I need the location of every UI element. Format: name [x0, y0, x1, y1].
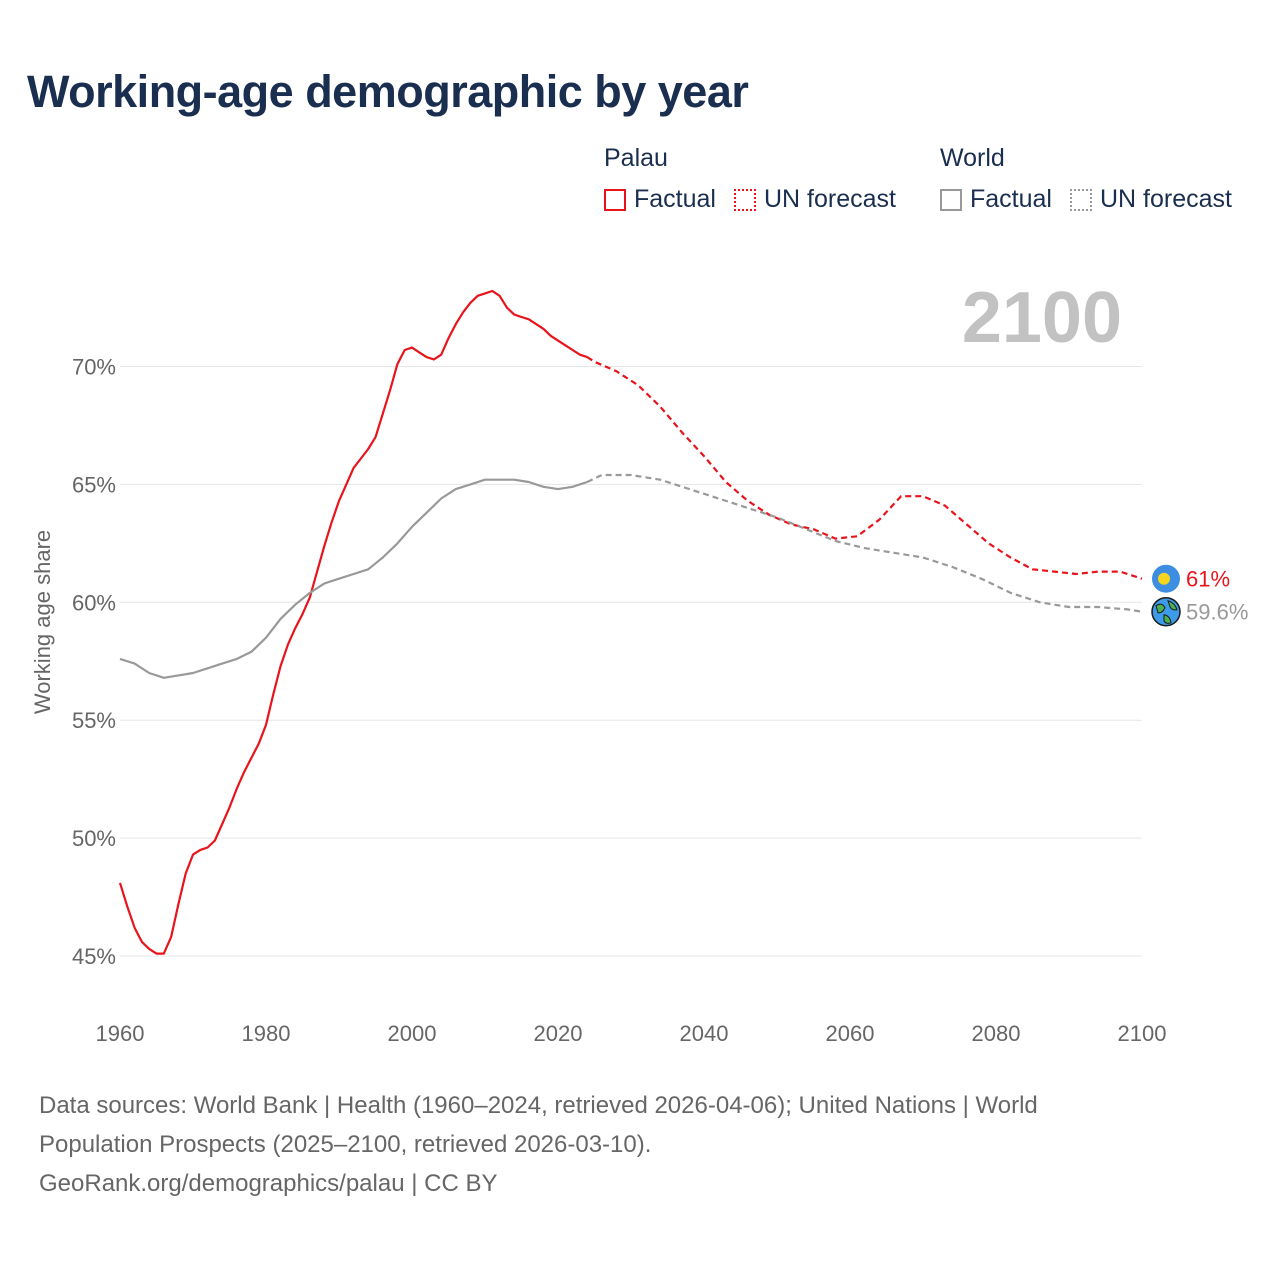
- y-tick-label: 45%: [72, 944, 116, 969]
- line-chart: 45% 50% 55% 60% 65% 70% 1960 1980 2000 2020 2040 20…: [30, 278, 1248, 1046]
- footer-line: GeoRank.org/demographics/palau | CC BY: [39, 1170, 498, 1197]
- footer-line: Population Prospects (2025–2100, retriev…: [39, 1131, 652, 1158]
- legend-palau-forecast[interactable]: UN forecast: [733, 185, 896, 214]
- x-tick-label: 2080: [972, 1021, 1021, 1046]
- legend-world-name: World: [940, 144, 1005, 172]
- x-tick-label: 2040: [680, 1021, 729, 1046]
- y-tick-label: 50%: [72, 826, 116, 851]
- legend-dotted-swatch: [1069, 188, 1092, 211]
- legend-palau-factual[interactable]: Factual: [604, 185, 716, 214]
- legend-label: UN forecast: [1099, 185, 1232, 213]
- x-tick-label: 2060: [826, 1021, 875, 1046]
- palau-factual-line: [118, 289, 588, 955]
- legend-label: Factual: [970, 185, 1052, 213]
- legend-label: Factual: [634, 185, 716, 213]
- y-tick-label: 60%: [72, 590, 116, 615]
- legend-solid-swatch: [940, 188, 962, 211]
- palau-flag-icon: [1152, 564, 1180, 593]
- x-tick-label: 1980: [242, 1021, 291, 1046]
- chart-title: Working-age demographic by year: [27, 66, 749, 117]
- world-end-label: 59.6%: [1186, 600, 1248, 625]
- legend-dotted-swatch: [733, 188, 756, 211]
- y-tick-label: 70%: [72, 355, 116, 380]
- footer-sources: Data sources: World Bank | Health (1960–…: [39, 1086, 1179, 1203]
- y-tick-label: 55%: [72, 708, 116, 733]
- globe-icon: [1151, 596, 1181, 627]
- x-tick-label: 1960: [96, 1021, 145, 1046]
- year-label: 2100: [962, 278, 1122, 358]
- legend-label: UN forecast: [763, 185, 896, 213]
- legend-solid-swatch: [604, 188, 626, 211]
- palau-forecast-line: [586, 356, 1143, 580]
- legend-palau: Palau Factual UN forecast: [604, 144, 914, 214]
- legend-palau-name: Palau: [604, 144, 668, 172]
- footer-line: Data sources: World Bank | Health (1960–…: [39, 1092, 1038, 1119]
- x-tick-label: 2100: [1118, 1021, 1167, 1046]
- y-axis-title: Working age share: [30, 530, 55, 714]
- world-forecast-line: [586, 473, 1143, 613]
- x-tick-label: 2000: [388, 1021, 437, 1046]
- y-tick-label: 65%: [72, 472, 116, 497]
- palau-end-label: 61%: [1186, 567, 1230, 592]
- world-factual-line: [119, 478, 588, 679]
- legend-world-forecast[interactable]: UN forecast: [1069, 185, 1232, 214]
- legend-world: World Factual UN forecast: [940, 144, 1250, 214]
- x-tick-label: 2020: [534, 1021, 583, 1046]
- legend-world-factual[interactable]: Factual: [940, 185, 1052, 214]
